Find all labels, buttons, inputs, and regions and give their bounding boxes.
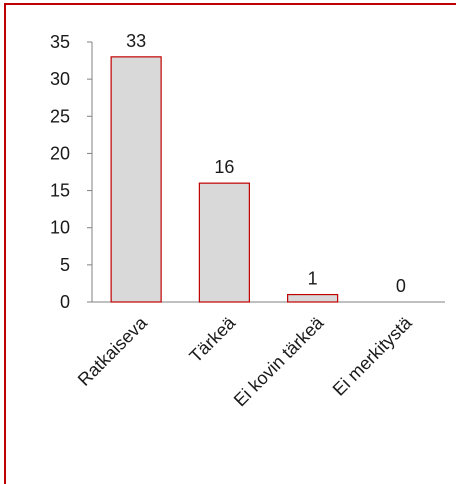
category-label: Ei merkitystä (329, 312, 417, 400)
y-tick-label: 35 (50, 32, 70, 52)
y-tick-label: 30 (50, 69, 70, 89)
y-tick-label: 0 (60, 292, 70, 312)
y-tick-label: 15 (50, 181, 70, 201)
bar (110, 56, 162, 303)
bar (287, 293, 339, 303)
y-tick-label: 5 (60, 255, 70, 275)
bar (198, 182, 250, 303)
data-label: 0 (396, 276, 406, 296)
data-label: 16 (214, 157, 234, 177)
y-tick-label: 10 (50, 218, 70, 238)
y-tick-label: 25 (50, 106, 70, 126)
data-label: 1 (308, 269, 318, 289)
data-label: 33 (126, 31, 146, 51)
y-tick-label: 20 (50, 143, 70, 163)
chart-frame (4, 3, 456, 484)
category-label: Tärkeä (185, 312, 239, 366)
category-label: Ratkaiseva (74, 312, 152, 390)
category-label: Ei kovin tärkeä (230, 312, 328, 410)
